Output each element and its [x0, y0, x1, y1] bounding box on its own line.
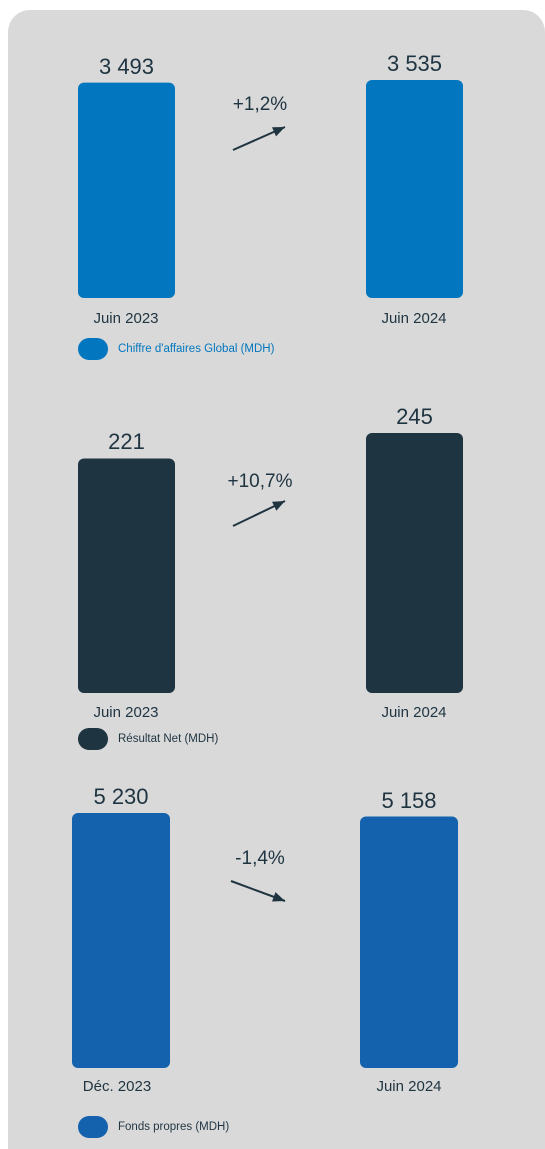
bar-2 — [366, 80, 463, 298]
trend-arrow-head — [272, 127, 285, 137]
revenue-chart: 3 493 3 535 +1,2% Juin 2023 Juin 2024 Ch… — [0, 0, 545, 380]
net-income-chart-svg — [78, 433, 463, 693]
legend-label: Résultat Net (MDH) — [118, 733, 219, 745]
category-label: Juin 2024 — [376, 1078, 442, 1095]
category-label: Juin 2023 — [93, 704, 159, 721]
bar-1 — [78, 458, 175, 693]
legend-swatch — [78, 338, 108, 360]
category-label: Juin 2024 — [381, 310, 447, 327]
bar-2 — [360, 816, 458, 1068]
category-label: Juin 2023 — [93, 310, 159, 327]
bar-value-label: 5 158 — [381, 787, 437, 813]
bar-value-label: 5 230 — [93, 784, 149, 809]
bar-value-label: 3 493 — [98, 53, 155, 79]
category-label: Déc. 2023 — [82, 1078, 152, 1095]
bar-1 — [72, 813, 170, 1068]
net-income-chart: 221 245 +10,7% Juin 2023 Juin 2024 Résul… — [78, 404, 463, 750]
category-label: Juin 2024 — [381, 704, 447, 721]
bar-value-label: 3 535 — [386, 51, 443, 76]
bar-2 — [366, 433, 463, 693]
change-label: -1,4% — [235, 848, 285, 869]
legend-label: Fonds propres (MDH) — [118, 1121, 230, 1133]
change-label: +1,2% — [232, 94, 288, 115]
legend-label: Chiffre d'affaires Global (MDH) — [118, 343, 275, 355]
change-label: +10,7% — [227, 471, 293, 492]
revenue-chart-svg — [78, 80, 463, 299]
bar-value-label: 245 — [396, 404, 433, 429]
trend-arrow-head — [272, 501, 285, 511]
trend-arrow-head — [272, 892, 285, 902]
bar-value-label: 221 — [108, 429, 145, 455]
bar-1 — [78, 82, 175, 299]
legend-swatch — [78, 728, 108, 750]
legend-swatch — [78, 1116, 108, 1138]
